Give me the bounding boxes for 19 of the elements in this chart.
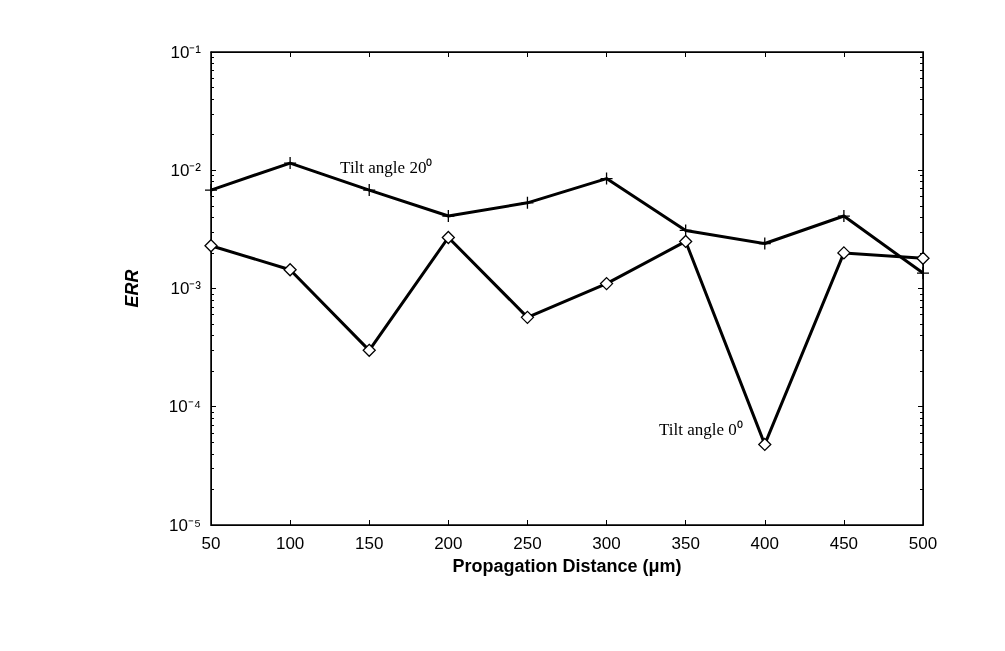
series-label: Tilt angle 20⁰ bbox=[340, 157, 433, 177]
x-tick-label: 50 bbox=[201, 534, 221, 553]
x-tick-label: 350 bbox=[671, 534, 700, 553]
x-axis-title: Propagation Distance (μm) bbox=[452, 556, 682, 576]
x-tick-label: 500 bbox=[908, 534, 938, 553]
x-tick-label: 200 bbox=[434, 534, 463, 553]
x-tick-label: 400 bbox=[750, 534, 779, 553]
series-label: Tilt angle 0⁰ bbox=[659, 420, 743, 440]
x-tick-label: 150 bbox=[355, 534, 384, 553]
y-tick-label: 10⁻¹ bbox=[170, 42, 202, 62]
y-axis-title: ERR bbox=[122, 269, 142, 308]
y-tick-label: 10⁻³ bbox=[170, 279, 202, 298]
y-tick-label: 10⁻² bbox=[170, 160, 202, 180]
x-tick-label: 250 bbox=[513, 534, 542, 553]
x-tick-label: 100 bbox=[275, 534, 305, 553]
y-tick-label: 10⁻⁴ bbox=[168, 397, 201, 417]
y-tick-label: 10⁻⁵ bbox=[169, 515, 201, 535]
x-tick-label: 300 bbox=[592, 534, 621, 553]
x-tick-label: 450 bbox=[829, 534, 859, 553]
